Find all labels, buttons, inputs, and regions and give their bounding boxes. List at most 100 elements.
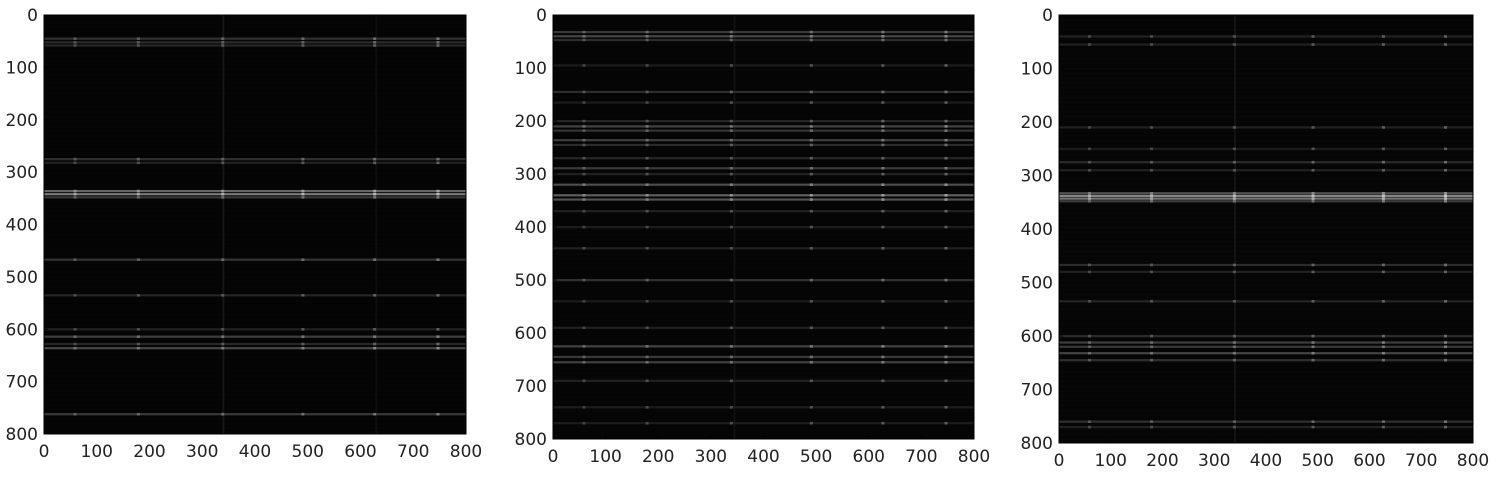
row-speckle (1381, 270, 1385, 274)
row-speckle (645, 125, 649, 128)
row-speckle (582, 125, 586, 128)
texture-row (553, 315, 974, 317)
row-speckle (73, 328, 77, 331)
texture-row (44, 203, 466, 205)
row-speckle (1087, 341, 1091, 344)
texture-row (553, 224, 974, 226)
texture-row (553, 24, 974, 26)
row-speckle (1087, 126, 1091, 129)
texture-row (44, 382, 466, 384)
bright-row (44, 342, 466, 346)
bright-row (44, 44, 466, 47)
y-tick-label: 100 (515, 59, 547, 79)
texture-row (44, 278, 466, 280)
texture-row (44, 344, 466, 346)
texture-row (44, 109, 466, 111)
bright-row (553, 125, 974, 128)
row-speckle (1311, 168, 1315, 172)
row-speckle (1311, 126, 1315, 129)
row-speckle (881, 209, 885, 213)
texture-row (553, 296, 974, 298)
texture-row (1059, 270, 1473, 272)
row-speckle (1150, 425, 1154, 429)
row-speckle (1087, 191, 1091, 195)
row-speckle (1150, 358, 1154, 362)
row-speckle (881, 119, 885, 123)
row-speckle (436, 189, 440, 193)
x-tick-label: 300 (695, 447, 727, 467)
row-speckle (373, 294, 377, 297)
texture-row (44, 420, 466, 422)
texture-row (1059, 429, 1473, 431)
texture-row (1059, 48, 1473, 50)
row-speckle (1232, 351, 1236, 355)
row-speckle (944, 225, 948, 229)
row-speckle (436, 342, 440, 346)
y-tick-label: 100 (1021, 60, 1053, 80)
row-speckle (136, 192, 140, 196)
row-speckle (1444, 263, 1448, 267)
texture-row (1059, 53, 1473, 55)
texture-row (44, 415, 466, 417)
texture-row (553, 81, 974, 83)
x-tick-label: 0 (548, 447, 559, 467)
row-speckle (944, 119, 948, 123)
bright-row (1059, 345, 1473, 348)
row-speckle (373, 41, 377, 44)
row-speckle (582, 156, 586, 160)
texture-row (44, 137, 466, 139)
row-speckle (221, 189, 225, 193)
y-tick-label: 700 (515, 377, 547, 397)
row-speckle (373, 189, 377, 193)
row-speckle (221, 412, 225, 416)
row-speckle (136, 37, 140, 40)
row-speckle (1444, 147, 1448, 151)
heatmap-panel-2: 0 100 200 300 400 500 600 700 800010020030040050… (515, 6, 991, 467)
texture-row (553, 267, 974, 269)
texture-row (44, 132, 466, 134)
row-speckle (373, 161, 377, 165)
bright-row (1059, 341, 1473, 344)
row-speckle (729, 156, 733, 160)
row-speckle (73, 161, 77, 165)
row-speckle (729, 355, 733, 359)
row-speckle (645, 379, 649, 383)
row-speckle (729, 300, 733, 303)
y-tick-label: 0 (1042, 6, 1053, 26)
row-speckle (1087, 35, 1091, 38)
row-speckle (1444, 358, 1448, 362)
row-speckle (582, 421, 586, 425)
bright-row (553, 143, 974, 147)
texture-row (44, 47, 466, 49)
texture-row (1059, 318, 1473, 320)
row-speckle (73, 192, 77, 196)
row-speckle (1232, 160, 1236, 164)
row-speckle (881, 30, 885, 34)
row-speckle (809, 406, 813, 409)
row-speckle (1150, 160, 1154, 164)
bright-row (1059, 192, 1473, 195)
row-speckle (1444, 270, 1448, 274)
texture-row (44, 29, 466, 31)
bright-row (1059, 270, 1473, 273)
texture-row (44, 156, 466, 158)
texture-row (44, 368, 466, 370)
row-speckle (1311, 334, 1315, 338)
row-speckle (1381, 197, 1385, 200)
texture-row (553, 344, 974, 346)
texture-row (44, 85, 466, 87)
bright-row (44, 347, 466, 350)
row-speckle (809, 278, 813, 282)
row-speckle (1232, 300, 1236, 303)
row-speckle (301, 192, 305, 196)
row-speckle (1444, 300, 1448, 303)
texture-row (1059, 419, 1473, 421)
row-speckle (809, 143, 813, 147)
row-speckle (436, 41, 440, 44)
row-speckle (582, 129, 586, 132)
texture-row (1059, 217, 1473, 219)
row-speckle (582, 101, 586, 104)
texture-row (44, 165, 466, 167)
texture-row (44, 349, 466, 351)
